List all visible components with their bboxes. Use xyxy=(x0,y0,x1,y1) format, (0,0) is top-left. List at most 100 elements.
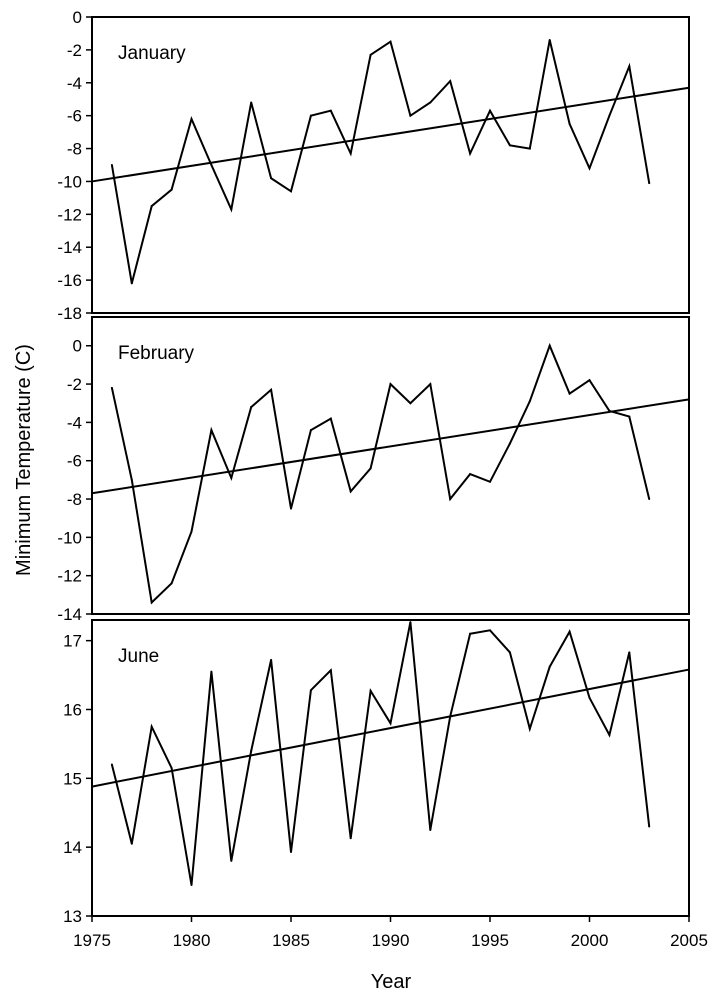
data-point xyxy=(608,733,611,736)
data-point xyxy=(409,621,412,624)
data-point xyxy=(548,39,551,42)
data-point xyxy=(230,208,233,211)
data-point xyxy=(170,188,173,191)
data-point xyxy=(608,114,611,117)
data-point xyxy=(110,763,113,766)
panel-february: 0 -2 -4 -6 -8 -10 -12 -14 February xyxy=(57,316,690,624)
y-tick-label: -10 xyxy=(57,528,82,547)
data-point xyxy=(190,884,193,887)
data-point xyxy=(389,383,392,386)
panel-frame xyxy=(91,16,690,314)
x-tick-label: 1975 xyxy=(73,931,111,950)
data-point xyxy=(568,630,571,633)
y-tick-label: -2 xyxy=(67,375,82,394)
data-point xyxy=(150,725,153,728)
data-point xyxy=(409,402,412,405)
data-point xyxy=(190,117,193,120)
trend-line xyxy=(91,398,690,495)
data-point xyxy=(329,417,332,420)
x-tick-label: 1995 xyxy=(471,931,509,950)
y-tick-label: -18 xyxy=(57,304,82,323)
panel-frame xyxy=(91,619,690,917)
data-point xyxy=(548,665,551,668)
data-point xyxy=(170,582,173,585)
x-axis-title: Year xyxy=(371,971,412,993)
data-point xyxy=(270,388,273,391)
x-tick-label: 2000 xyxy=(571,931,609,950)
data-point xyxy=(648,182,651,185)
y-tick-label: -6 xyxy=(67,452,82,471)
y-tick-label: 14 xyxy=(63,838,82,857)
y-tick-label: 15 xyxy=(63,769,82,788)
data-point xyxy=(130,478,133,481)
data-point xyxy=(270,658,273,661)
y-tick-label: 0 xyxy=(73,337,82,356)
y-axis-title: Minimum Temperature (C) xyxy=(13,344,35,576)
data-point xyxy=(588,696,591,699)
y-tick-label: -14 xyxy=(57,238,82,257)
data-point xyxy=(110,164,113,166)
x-tick-label: 1990 xyxy=(372,931,410,950)
y-tick-label: -2 xyxy=(67,41,82,60)
data-point xyxy=(409,114,412,117)
data-point xyxy=(449,498,452,501)
data-point xyxy=(290,850,292,853)
data-point xyxy=(648,498,651,501)
data-point xyxy=(489,109,491,112)
data-point xyxy=(588,379,591,382)
data-point xyxy=(489,629,491,632)
data-point xyxy=(628,651,631,654)
data-point xyxy=(349,152,352,155)
data-point xyxy=(250,406,253,409)
data-point xyxy=(329,109,332,112)
y-tick-label: -14 xyxy=(57,605,82,624)
panel-label: January xyxy=(118,43,186,64)
data-point xyxy=(469,632,472,635)
data-point xyxy=(170,767,173,769)
data-point xyxy=(449,715,452,718)
data-point xyxy=(349,490,352,493)
data-point xyxy=(508,651,511,654)
y-tick-label: 13 xyxy=(63,907,82,926)
panel-frame xyxy=(91,316,690,615)
data-point xyxy=(489,480,491,483)
y-tick-label: -10 xyxy=(57,172,82,191)
data-point xyxy=(628,65,631,68)
data-point xyxy=(528,400,531,403)
x-tick-label: 1980 xyxy=(173,931,211,950)
data-point xyxy=(130,282,133,285)
y-tick-label: 0 xyxy=(73,8,82,27)
y-tick-label: -4 xyxy=(67,74,82,93)
y-tick-label: -8 xyxy=(67,140,82,159)
data-point xyxy=(508,442,511,445)
series-line xyxy=(110,621,651,886)
data-point xyxy=(508,144,511,147)
data-point xyxy=(210,164,213,166)
data-point xyxy=(369,467,372,470)
trend-line xyxy=(91,86,690,183)
data-point xyxy=(210,429,213,432)
panels-layer: 0 -2 -4 -6 -8 -10 -12 -14 -16 -18 January 0 -2 -4 -6 -8… xyxy=(57,8,707,950)
data-point xyxy=(349,837,352,840)
data-point xyxy=(329,669,332,672)
panel-june: 13 14 15 16 17 June xyxy=(63,619,690,926)
data-point xyxy=(369,53,372,56)
data-point xyxy=(150,205,153,208)
data-point xyxy=(290,507,292,510)
x-tick-label: 1985 xyxy=(272,931,310,950)
data-point xyxy=(210,670,213,673)
panel-label: June xyxy=(118,646,159,667)
data-point xyxy=(608,409,611,412)
data-point xyxy=(369,689,372,692)
data-point xyxy=(628,415,631,418)
data-point xyxy=(309,114,312,117)
series-line xyxy=(110,342,651,605)
y-tick-label: 17 xyxy=(63,632,82,651)
data-point xyxy=(389,40,392,43)
y-tick-label: 16 xyxy=(63,700,82,719)
data-point xyxy=(250,101,253,104)
y-tick-label: -6 xyxy=(67,107,82,126)
data-point xyxy=(429,828,432,831)
